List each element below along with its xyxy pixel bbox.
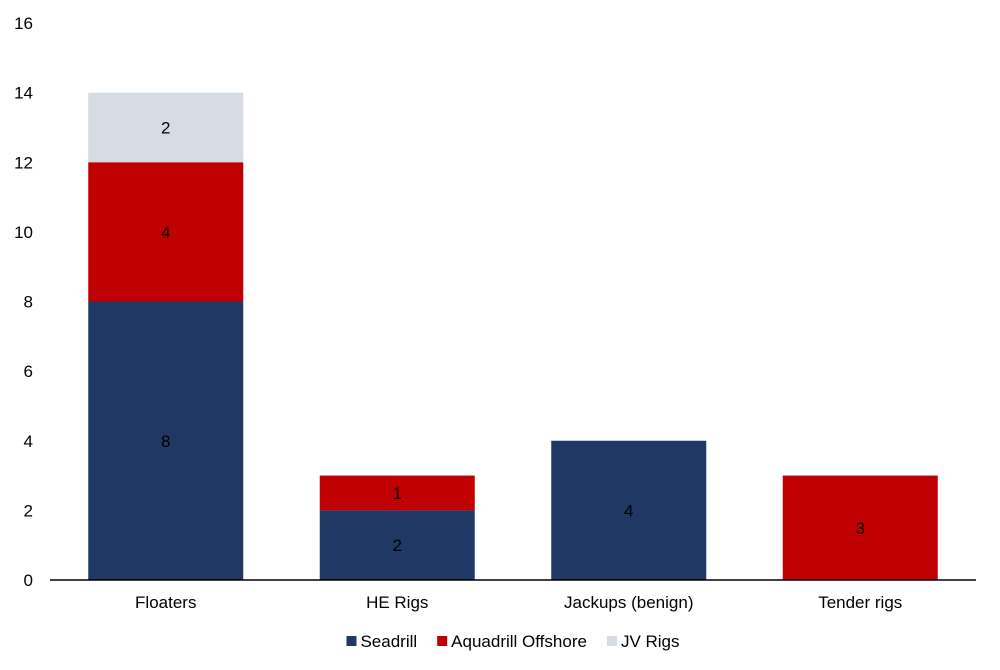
data-label: 2 bbox=[161, 118, 170, 137]
legend-item: Seadrill bbox=[346, 632, 417, 651]
data-label: 4 bbox=[161, 223, 170, 242]
y-tick-label: 6 bbox=[24, 362, 33, 381]
legend-swatch bbox=[606, 636, 617, 646]
y-tick-label: 12 bbox=[14, 153, 33, 172]
category-label: Tender rigs bbox=[818, 593, 902, 612]
data-label: 3 bbox=[856, 519, 865, 538]
y-tick-label: 16 bbox=[14, 14, 33, 33]
category-label: Jackups (benign) bbox=[564, 593, 693, 612]
bar-segment bbox=[319, 475, 475, 511]
legend-label: Aquadrill Offshore bbox=[451, 632, 587, 651]
legend-label: JV Rigs bbox=[621, 632, 680, 651]
bar-segment bbox=[88, 162, 244, 302]
x-axis-category-labels: Floaters HE Rigs Jackups (benign) Tender ri… bbox=[135, 593, 902, 612]
legend-item: JV Rigs bbox=[606, 632, 680, 651]
data-label: 1 bbox=[393, 484, 402, 503]
bar-segment bbox=[88, 92, 244, 163]
legend-item: Aquadrill Offshore bbox=[437, 632, 587, 651]
y-tick-label: 14 bbox=[14, 84, 33, 103]
bar-segment bbox=[551, 440, 707, 580]
data-label: 8 bbox=[161, 432, 170, 451]
bar-segment bbox=[88, 301, 244, 580]
y-tick-label: 2 bbox=[24, 501, 33, 520]
data-label: 2 bbox=[393, 536, 402, 555]
data-labels: 8 4 2 2 1 4 3 bbox=[161, 118, 865, 555]
legend-swatch bbox=[437, 636, 448, 646]
bar-segment bbox=[782, 475, 938, 580]
y-tick-label: 10 bbox=[14, 223, 33, 242]
y-tick-label: 0 bbox=[24, 571, 33, 590]
bar-segment bbox=[319, 510, 475, 580]
bars bbox=[88, 92, 938, 580]
legend-swatch bbox=[346, 636, 357, 646]
y-axis-tick-labels: 0 2 4 6 8 10 12 14 16 bbox=[14, 14, 33, 590]
legend-label: Seadrill bbox=[360, 632, 417, 651]
y-tick-label: 4 bbox=[24, 432, 33, 451]
legend: Seadrill Aquadrill Offshore JV Rigs bbox=[346, 632, 680, 651]
y-tick-label: 8 bbox=[24, 293, 33, 312]
category-label: HE Rigs bbox=[366, 593, 428, 612]
data-label: 4 bbox=[624, 501, 633, 520]
category-label: Floaters bbox=[135, 593, 196, 612]
